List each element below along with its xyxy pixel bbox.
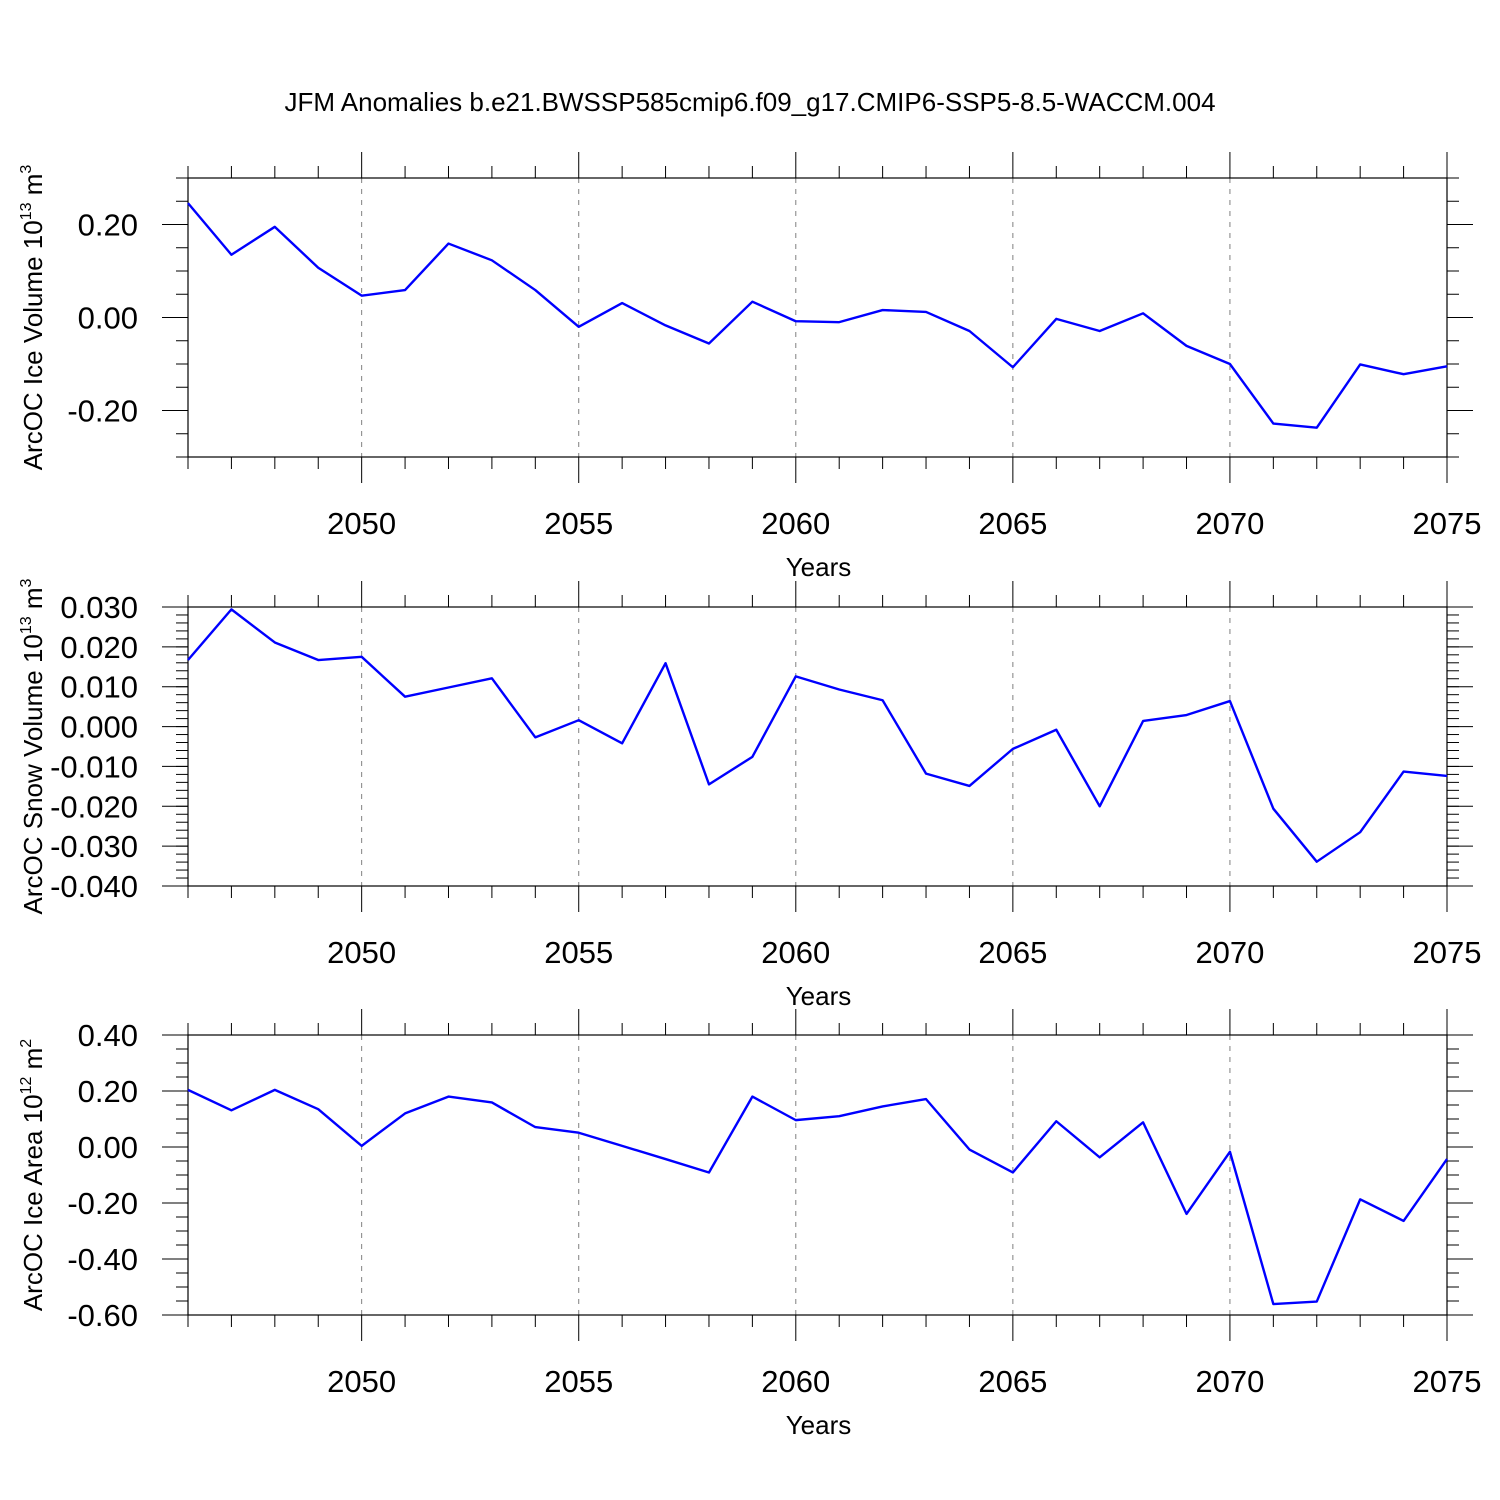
- x-tick-label: 2075: [1413, 1364, 1482, 1399]
- y-axis-label: ArcOC Snow Volume 1013 m3: [18, 578, 48, 914]
- x-tick-label: 2065: [978, 506, 1047, 541]
- panels: -0.20 0.00 0.20 2050 2055 2060 2065 2070 2075 Yea…: [18, 152, 1481, 1440]
- y-tick-label: -0.60: [67, 1298, 138, 1333]
- x-axis-label: Years: [786, 552, 852, 582]
- x-tick-label: 2075: [1413, 935, 1482, 970]
- y-tick-label: 0.20: [78, 1074, 138, 1109]
- x-tick-label: 2055: [544, 506, 613, 541]
- y-axis-label: ArcOC Ice Area 1012 m2: [18, 1039, 48, 1311]
- y-tick-label: -0.040: [50, 869, 138, 904]
- y-tick-label: -0.020: [50, 789, 138, 824]
- chart-panel-1: -0.20 0.00 0.20 2050 2055 2060 2065 2070 2075 Yea…: [18, 152, 1481, 582]
- x-tick-label: 2070: [1195, 935, 1264, 970]
- y-tick-label: 0.000: [60, 710, 138, 745]
- x-tick-label: 2065: [978, 935, 1047, 970]
- chart-panel-3: -0.60 -0.40 -0.20 0.00 0.20 0.40 2050 2055 2060 2…: [18, 1009, 1481, 1440]
- x-tick-label: 2065: [978, 1364, 1047, 1399]
- plot-frame: [187, 606, 1448, 887]
- x-tick-label: 2060: [761, 506, 830, 541]
- y-tick-label: -0.010: [50, 749, 138, 784]
- x-tick-label: 2050: [327, 506, 396, 541]
- x-axis-label: Years: [786, 981, 852, 1011]
- chart-panel-2: -0.040 -0.030 -0.020 -0.010 0.000 0.010 0.020 0…: [18, 578, 1481, 1011]
- figure-title: JFM Anomalies b.e21.BWSSP585cmip6.f09_g1…: [284, 87, 1215, 117]
- x-tick-label: 2060: [761, 935, 830, 970]
- x-tick-label: 2070: [1195, 1364, 1264, 1399]
- y-tick-label: 0.020: [60, 630, 138, 665]
- y-tick-label: 0.030: [60, 590, 138, 625]
- series-line: [187, 1088, 1448, 1306]
- y-axis-label: ArcOC Ice Volume 1013 m3: [18, 165, 48, 471]
- x-tick-label: 2050: [327, 1364, 396, 1399]
- y-tick-label: 0.00: [78, 301, 138, 336]
- x-tick-label: 2055: [544, 1364, 613, 1399]
- x-tick-label: 2050: [327, 935, 396, 970]
- y-tick-label: 0.20: [78, 208, 138, 243]
- y-tick-label: 0.40: [78, 1018, 138, 1053]
- y-tick-label: 0.010: [60, 670, 138, 705]
- y-tick-label: -0.030: [50, 829, 138, 864]
- x-tick-label: 2060: [761, 1364, 830, 1399]
- y-tick-label: 0.00: [78, 1130, 138, 1165]
- series-line: [187, 608, 1448, 863]
- y-tick-label: -0.20: [67, 394, 138, 429]
- x-tick-label: 2070: [1195, 506, 1264, 541]
- series-line: [187, 202, 1448, 429]
- x-tick-label: 2075: [1413, 506, 1482, 541]
- x-axis-label: Years: [786, 1410, 852, 1440]
- y-tick-label: -0.40: [67, 1242, 138, 1277]
- y-tick-label: -0.20: [67, 1186, 138, 1221]
- x-tick-label: 2055: [544, 935, 613, 970]
